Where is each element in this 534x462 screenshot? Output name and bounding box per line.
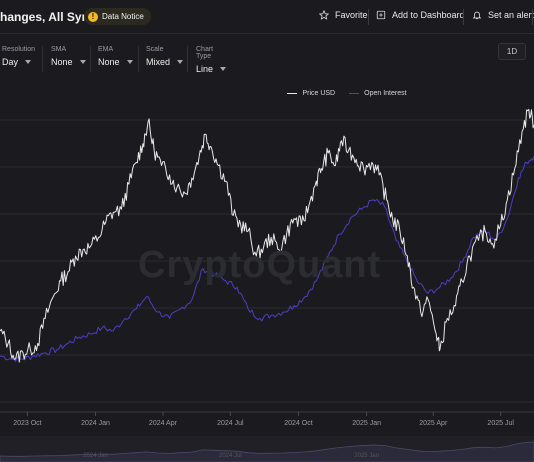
toolbar-divider: [368, 9, 369, 25]
control-divider: [90, 46, 91, 72]
x-tick-label: 2025 Jul: [487, 420, 514, 427]
x-tick-label: 2024 Oct: [284, 420, 312, 427]
favorite-label: Favorite: [335, 10, 368, 20]
sma-label: SMA: [51, 46, 67, 53]
price-usd-series: [0, 108, 534, 363]
legend-label-price: Price USD: [302, 90, 336, 97]
legend-label-open-interest: Open Interest: [364, 90, 407, 97]
open-interest-series: [0, 156, 534, 363]
sma-select[interactable]: SMA None: [51, 41, 86, 73]
chart-legend: Price USD Open Interest: [0, 90, 534, 97]
favorite-button[interactable]: Favorite: [319, 10, 368, 20]
chevron-down-icon: [220, 67, 227, 71]
legend-swatch-price: [287, 93, 298, 94]
add-to-dashboard-button[interactable]: Add to Dashboard: [376, 10, 465, 20]
chart-type-select[interactable]: Chart Type Line: [196, 41, 227, 74]
range-1d-button[interactable]: 1D: [498, 43, 526, 60]
sma-value: None: [51, 57, 73, 67]
chevron-down-icon: [79, 60, 86, 64]
x-tick-label: 2024 Jan: [81, 420, 110, 427]
add-to-dashboard-label: Add to Dashboard: [392, 10, 465, 20]
set-alert-label: Set an alert: [488, 10, 534, 20]
scale-value: Mixed: [146, 57, 171, 67]
x-axis-ticks: 2023 Oct 2024 Jan 2024 Apr 2024 Jul 2024 Oct…: [13, 412, 514, 427]
legend-item-open-interest[interactable]: Open Interest: [349, 90, 407, 97]
toolbar-divider: [463, 9, 464, 25]
x-tick-label: 2024 Jul: [217, 420, 244, 427]
warning-icon: !: [88, 11, 98, 22]
data-notice-label: Data Notice: [102, 12, 144, 21]
chevron-down-icon: [25, 60, 32, 64]
watermark-logo: CryptoQuant: [138, 244, 382, 286]
chart-type-value: Line: [196, 64, 214, 74]
control-divider: [42, 46, 43, 72]
navigator-series: [0, 441, 534, 462]
legend-swatch-open-interest: [349, 93, 360, 94]
data-notice-button[interactable]: ! Data Notice: [84, 8, 151, 25]
chart-type-label: Chart Type: [196, 46, 214, 60]
scale-select[interactable]: Scale Mixed: [146, 41, 184, 73]
ema-select[interactable]: EMA None: [98, 41, 133, 73]
set-alert-button[interactable]: Set an alert: [472, 10, 534, 20]
legend-item-price[interactable]: Price USD: [127, 90, 335, 97]
scale-label: Scale: [146, 46, 164, 53]
price-usd-line: [0, 108, 534, 363]
resolution-select[interactable]: Resolution Day: [2, 41, 35, 73]
open-interest-line: [0, 156, 534, 363]
control-divider: [187, 46, 188, 72]
chart-grid: [0, 119, 534, 413]
ema-label: EMA: [98, 46, 114, 53]
chart-title: hanges, All Symbol: [0, 10, 111, 24]
chart-header: hanges, All Symbol ! Data Notice Favorit…: [0, 0, 534, 34]
navigator-label: 2024 Jul: [219, 453, 242, 459]
x-tick-label: 2025 Jan: [352, 420, 381, 427]
x-tick-label: 2023 Oct: [13, 420, 41, 427]
resolution-value: Day: [2, 57, 19, 67]
bell-icon: [472, 11, 482, 20]
x-tick-label: 2024 Apr: [149, 420, 178, 427]
star-icon: [319, 10, 329, 20]
dashboard-icon: [376, 10, 386, 20]
ema-value: None: [98, 57, 120, 67]
navigator[interactable]: 2024 Jan 2024 Jul 2025 Jan: [0, 436, 534, 462]
toolbar-divider: [532, 9, 533, 25]
resolution-label: Resolution: [2, 46, 36, 53]
control-divider: [138, 46, 139, 72]
chevron-down-icon: [177, 60, 184, 64]
navigator-label: 2024 Jan: [83, 453, 108, 459]
x-tick-label: 2025 Apr: [419, 420, 448, 427]
chevron-down-icon: [126, 60, 133, 64]
navigator-label: 2025 Jan: [354, 453, 379, 459]
